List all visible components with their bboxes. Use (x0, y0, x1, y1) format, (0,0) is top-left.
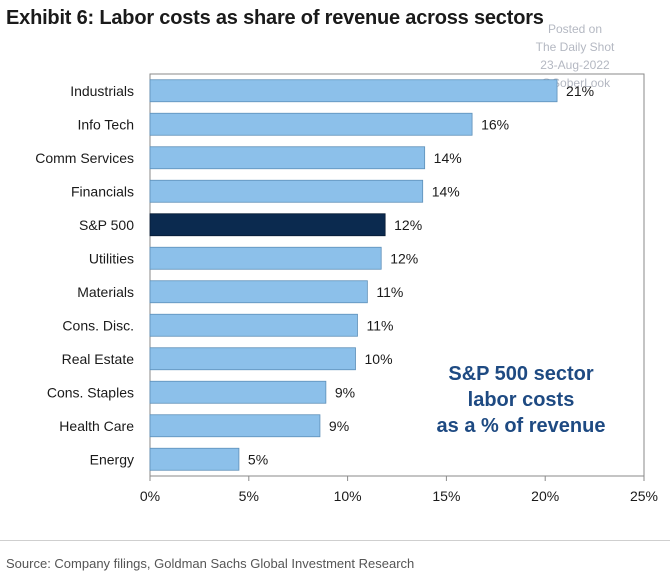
x-tick-label: 5% (239, 488, 259, 504)
data-label: 21% (566, 83, 594, 99)
category-label: Industrials (70, 83, 134, 99)
x-tick-label: 15% (432, 488, 460, 504)
category-label: Cons. Disc. (62, 317, 134, 333)
annotation-line: as a % of revenue (437, 415, 606, 437)
bar (149, 280, 368, 304)
watermark-line: Posted on (547, 22, 603, 36)
category-label: Energy (90, 451, 134, 467)
bar (149, 79, 558, 103)
category-label: Health Care (59, 418, 134, 434)
plot-frame (149, 73, 645, 477)
category-label: Financials (71, 183, 134, 199)
bar (149, 146, 426, 170)
watermark-line: The Daily Shot (535, 40, 615, 54)
bar (149, 313, 358, 337)
x-tick-label: 0% (140, 488, 160, 504)
watermark: Posted on The Daily Shot 23-Aug-2022 @So… (520, 20, 630, 92)
category-label: Utilities (89, 250, 134, 266)
bar (149, 112, 473, 136)
data-label: 14% (432, 183, 460, 199)
bar (149, 414, 321, 438)
bar (149, 246, 382, 270)
category-label: Info Tech (77, 116, 134, 132)
data-label: 12% (394, 217, 422, 233)
bar (149, 447, 240, 471)
category-label: Comm Services (35, 150, 134, 166)
divider (0, 540, 670, 541)
data-label: 9% (329, 418, 349, 434)
data-label: 14% (434, 150, 462, 166)
source-note: Source: Company filings, Goldman Sachs G… (6, 556, 415, 571)
data-label: 11% (376, 284, 403, 300)
category-label: Cons. Staples (47, 384, 134, 400)
data-label: 9% (335, 384, 355, 400)
annotation-line: labor costs (468, 389, 575, 411)
data-label: 16% (481, 116, 509, 132)
x-tick-label: 25% (630, 488, 658, 504)
data-label: 12% (390, 250, 418, 266)
annotation-line: S&P 500 sector (448, 363, 593, 385)
bar (149, 213, 386, 237)
category-label: Materials (77, 284, 134, 300)
data-label: 10% (365, 351, 393, 367)
data-label: 5% (248, 451, 268, 467)
bar (149, 179, 424, 203)
x-tick-label: 10% (334, 488, 362, 504)
category-label: S&P 500 (79, 217, 134, 233)
bar (149, 380, 327, 404)
bar (149, 347, 356, 371)
data-label: 11% (366, 317, 393, 333)
chart-title: Exhibit 6: Labor costs as share of reven… (6, 7, 544, 29)
x-tick-label: 20% (531, 488, 559, 504)
watermark-line: 23-Aug-2022 (540, 58, 610, 72)
category-label: Real Estate (62, 351, 135, 367)
